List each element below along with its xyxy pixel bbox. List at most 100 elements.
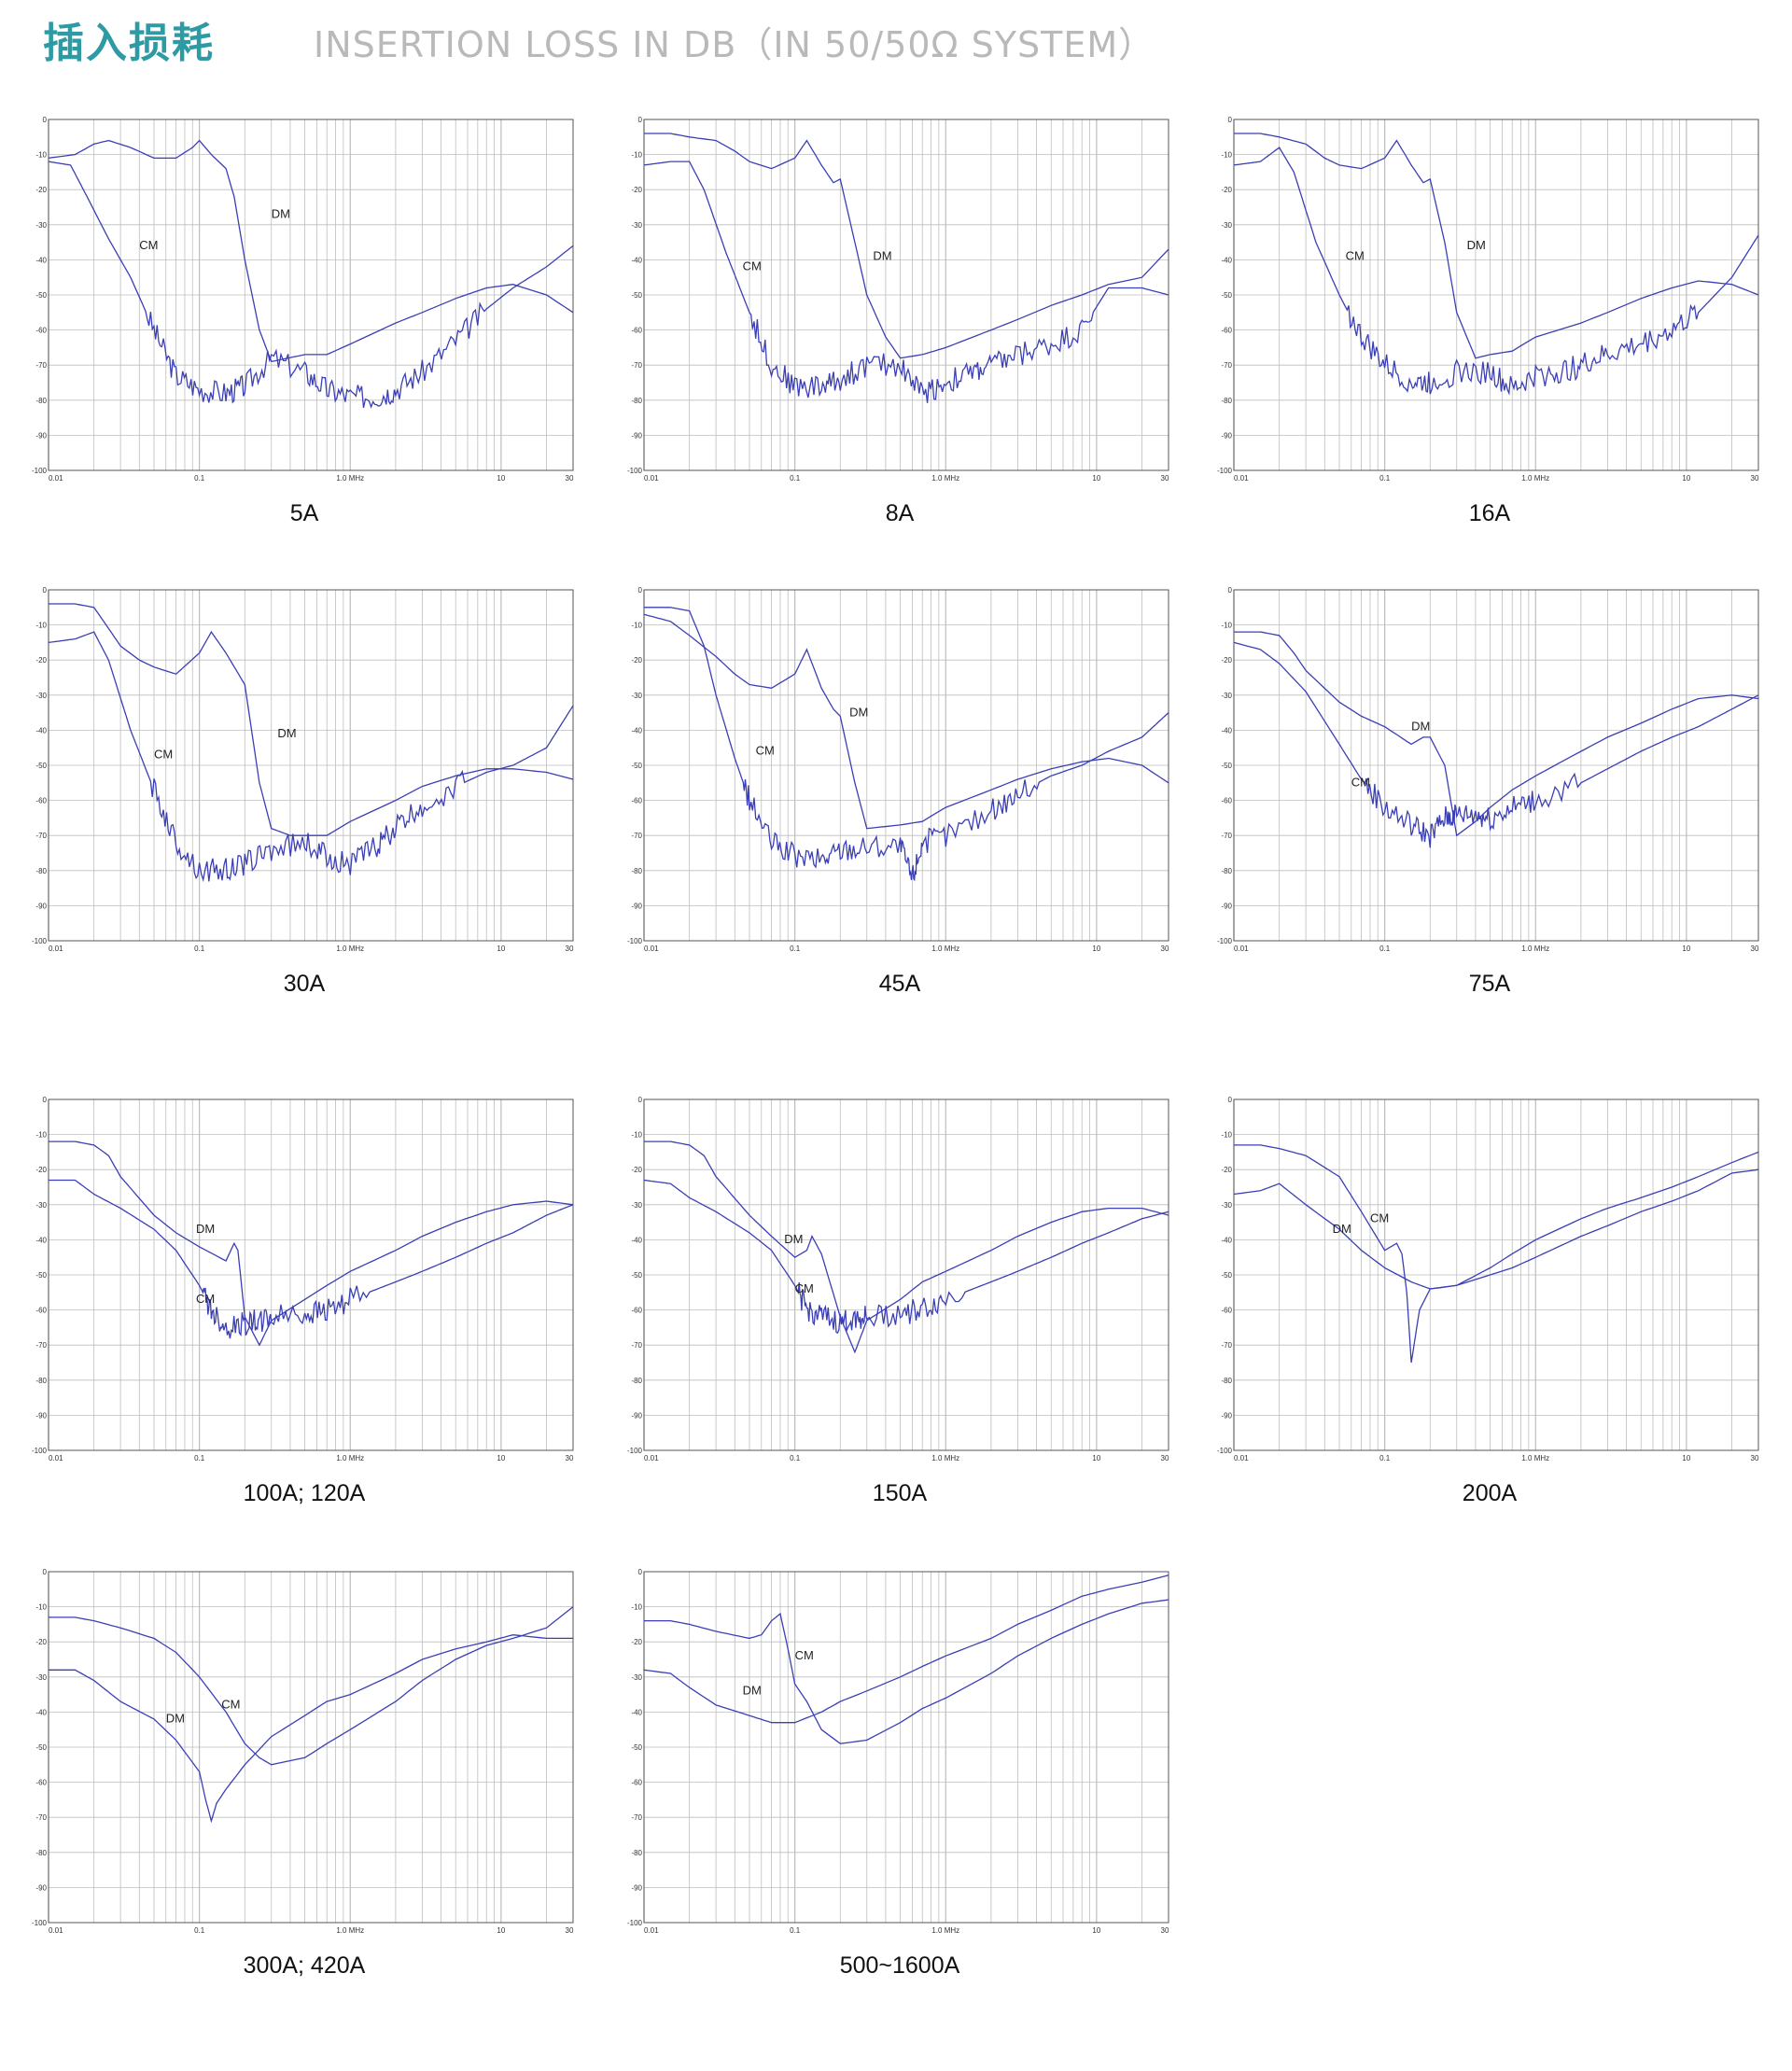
y-tick-label: -20: [35, 1166, 47, 1174]
series-line-dm: [644, 1140, 1169, 1354]
y-tick-label: -30: [631, 692, 642, 700]
x-tick-label: 0.1: [194, 945, 205, 953]
x-tick-label: 0.1: [1379, 1454, 1391, 1462]
y-tick-label: -70: [631, 1341, 642, 1350]
y-tick-label: -40: [35, 1236, 47, 1244]
grid: [48, 1571, 574, 1924]
y-tick-label: 0: [43, 116, 48, 124]
y-tick-label: -90: [1221, 431, 1232, 440]
x-tick-label: 30: [1161, 1454, 1169, 1462]
y-tick-label: -20: [1221, 1166, 1232, 1174]
y-tick-label: -100: [627, 1919, 643, 1927]
series-line-dm: [643, 1574, 1169, 1724]
chart-panel-5: 0 -10 -20 -30 -40 -50 -60 -70 -80 -90 -100 0.01 0.1 1…: [1217, 582, 1770, 961]
series-line-dm: [1233, 1168, 1759, 1290]
series-label-cm: CM: [795, 1281, 814, 1295]
x-tick-label: 1.0 MHz: [336, 1926, 364, 1935]
x-tick-label: 0.01: [1234, 1454, 1249, 1462]
chart-panel-9: 0 -10 -20 -30 -40 -50 -60 -70 -80 -90 -100 0.01 0.1 1…: [32, 1564, 584, 1943]
series-line-cm: [49, 1606, 574, 1766]
y-tick-label: -30: [1221, 692, 1232, 700]
series-line-cm: [643, 161, 1169, 403]
x-tick-label: 0.1: [790, 1926, 801, 1935]
series-label-cm: CM: [221, 1698, 240, 1712]
chart-panel-6: 0 -10 -20 -30 -40 -50 -60 -70 -80 -90 -100 0.01 0.1 1…: [32, 1092, 584, 1471]
y-tick-label: -90: [1221, 902, 1232, 910]
grid: [643, 1098, 1169, 1451]
series-label-dm: DM: [849, 705, 868, 719]
y-tick-label: -70: [35, 832, 47, 840]
y-tick-label: -20: [1221, 186, 1232, 194]
y-tick-label: -90: [35, 1883, 47, 1892]
y-tick-label: -90: [35, 431, 47, 440]
x-tick-label: 10: [497, 474, 505, 483]
chart-caption: 300A; 420A: [243, 1952, 366, 1979]
y-tick-label: -90: [35, 902, 47, 910]
y-tick-label: -70: [1221, 1341, 1232, 1350]
y-tick-label: -40: [631, 256, 642, 264]
y-tick-label: -20: [631, 186, 642, 194]
chart-caption: 200A: [1462, 1480, 1518, 1506]
y-tick-label: -30: [35, 692, 47, 700]
y-tick-label: -50: [631, 1271, 642, 1280]
y-tick-label: -50: [35, 762, 47, 770]
y-tick-label: -60: [631, 1307, 642, 1315]
y-tick-label: -10: [631, 1603, 642, 1612]
y-tick-label: -70: [1221, 361, 1232, 370]
y-tick-label: -80: [1221, 1377, 1232, 1385]
x-tick-label: 30: [566, 1926, 574, 1935]
series-label-dm: DM: [1467, 238, 1486, 252]
y-tick-label: -40: [1221, 726, 1232, 735]
y-tick-label: -80: [1221, 867, 1232, 875]
x-tick-label: 30: [566, 1454, 574, 1462]
y-tick-label: -70: [1221, 832, 1232, 840]
y-tick-label: -20: [631, 1166, 642, 1174]
y-tick-label: -100: [1217, 937, 1233, 945]
y-tick-label: -100: [627, 467, 643, 475]
x-tick-label: 0.1: [790, 945, 801, 953]
grid: [1233, 589, 1759, 942]
y-tick-label: -90: [631, 1411, 642, 1420]
y-tick-label: -70: [35, 1813, 47, 1822]
y-tick-label: -60: [35, 797, 47, 805]
y-tick-label: -40: [1221, 256, 1232, 264]
x-tick-label: 0.1: [790, 474, 801, 483]
chart-caption: 150A: [872, 1480, 928, 1506]
x-tick-label: 1.0 MHz: [336, 1454, 364, 1462]
y-tick-label: -40: [1221, 1236, 1232, 1244]
y-tick-label: -60: [631, 327, 642, 335]
y-tick-label: 0: [638, 1568, 643, 1576]
y-tick-label: -100: [627, 1447, 643, 1455]
y-tick-label: -30: [35, 1673, 47, 1682]
series-line-dm: [644, 133, 1169, 359]
x-tick-label: 10: [1092, 474, 1100, 483]
series-line-dm: [1234, 133, 1759, 359]
y-tick-label: -80: [35, 1377, 47, 1385]
x-tick-label: 0.1: [1379, 945, 1391, 953]
x-tick-label: 0.1: [1379, 474, 1391, 483]
chart-caption: 8A: [885, 500, 915, 526]
x-tick-label: 10: [1092, 945, 1100, 953]
x-tick-label: 0.01: [49, 1454, 63, 1462]
x-tick-label: 1.0 MHz: [931, 945, 959, 953]
y-tick-label: -10: [1221, 622, 1232, 630]
y-tick-label: -100: [32, 1919, 48, 1927]
y-tick-label: -50: [35, 1271, 47, 1280]
series-label-dm: DM: [873, 248, 891, 262]
x-tick-label: 30: [1161, 474, 1169, 483]
y-tick-label: 0: [43, 1568, 48, 1576]
title-chinese: 插入损耗: [43, 20, 215, 67]
grid: [48, 119, 574, 471]
y-tick-label: 0: [1228, 116, 1233, 124]
y-tick-label: -80: [35, 867, 47, 875]
series-label-cm: CM: [756, 744, 775, 758]
y-tick-label: -10: [35, 622, 47, 630]
y-tick-label: -40: [35, 1708, 47, 1716]
y-tick-label: -60: [35, 1779, 47, 1787]
y-tick-label: -50: [631, 291, 642, 300]
plot-frame: [48, 119, 574, 471]
